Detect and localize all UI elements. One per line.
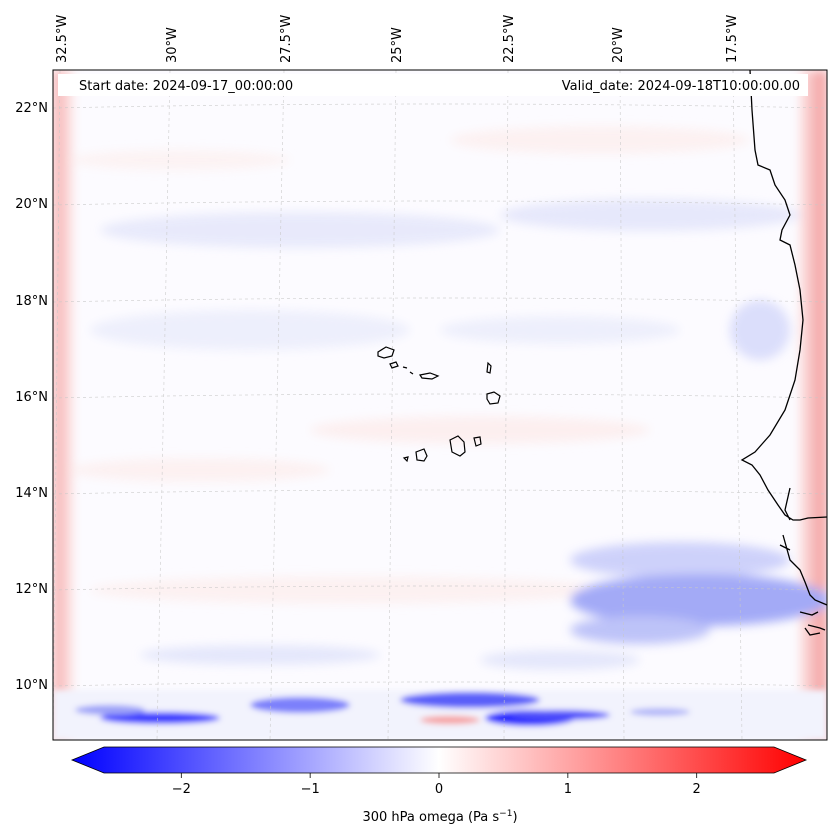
lon-label: 20°W [611, 27, 626, 63]
lat-label: 16°N [15, 390, 48, 405]
african-coastline [740, 70, 827, 636]
lon-label: 22.5°W [502, 15, 517, 63]
latitude-labels: 22°N 20°N 18°N 16°N 14°N 12°N 10°N [15, 101, 48, 693]
lat-label: 10°N [15, 678, 48, 693]
colorbar-tick-label: −1 [301, 782, 320, 797]
lon-label: 32.5°W [55, 15, 70, 63]
start-date-label: Start date: 2024-09-17_00:00:00 [79, 79, 293, 94]
colorbar-tick-label: 2 [693, 782, 701, 797]
colorbar-tick-label: −2 [172, 782, 191, 797]
colorbar-ticks: −2 −1 0 1 2 [172, 773, 701, 797]
lon-label: 27.5°W [279, 15, 294, 63]
longitude-labels: 32.5°W 30°W 27.5°W 25°W 22.5°W 20°W 17.5… [55, 15, 740, 63]
valid-date-label: Valid_date: 2024-09-18T10:00:00.00 [562, 79, 800, 94]
lat-label: 18°N [15, 294, 48, 309]
omega-field [53, 70, 827, 740]
colorbar-tick-label: 1 [564, 782, 572, 797]
colorbar-tick-label: 0 [435, 782, 443, 797]
lat-label: 12°N [15, 582, 48, 597]
lat-label: 22°N [15, 101, 48, 116]
lon-label: 30°W [165, 27, 180, 63]
lat-label: 14°N [15, 486, 48, 501]
cape-verde-islands [377, 346, 501, 463]
lat-label: 20°N [15, 197, 48, 212]
lon-label: 17.5°W [725, 15, 740, 63]
colorbar: −2 −1 0 1 2 300 hPa omega (Pa s−1) [70, 746, 808, 825]
colorbar-body [70, 746, 808, 774]
map-frame [52, 69, 828, 741]
header-band [58, 74, 808, 96]
colorbar-label: 300 hPa omega (Pa s−1) [362, 809, 517, 825]
lon-label: 25°W [390, 27, 405, 63]
